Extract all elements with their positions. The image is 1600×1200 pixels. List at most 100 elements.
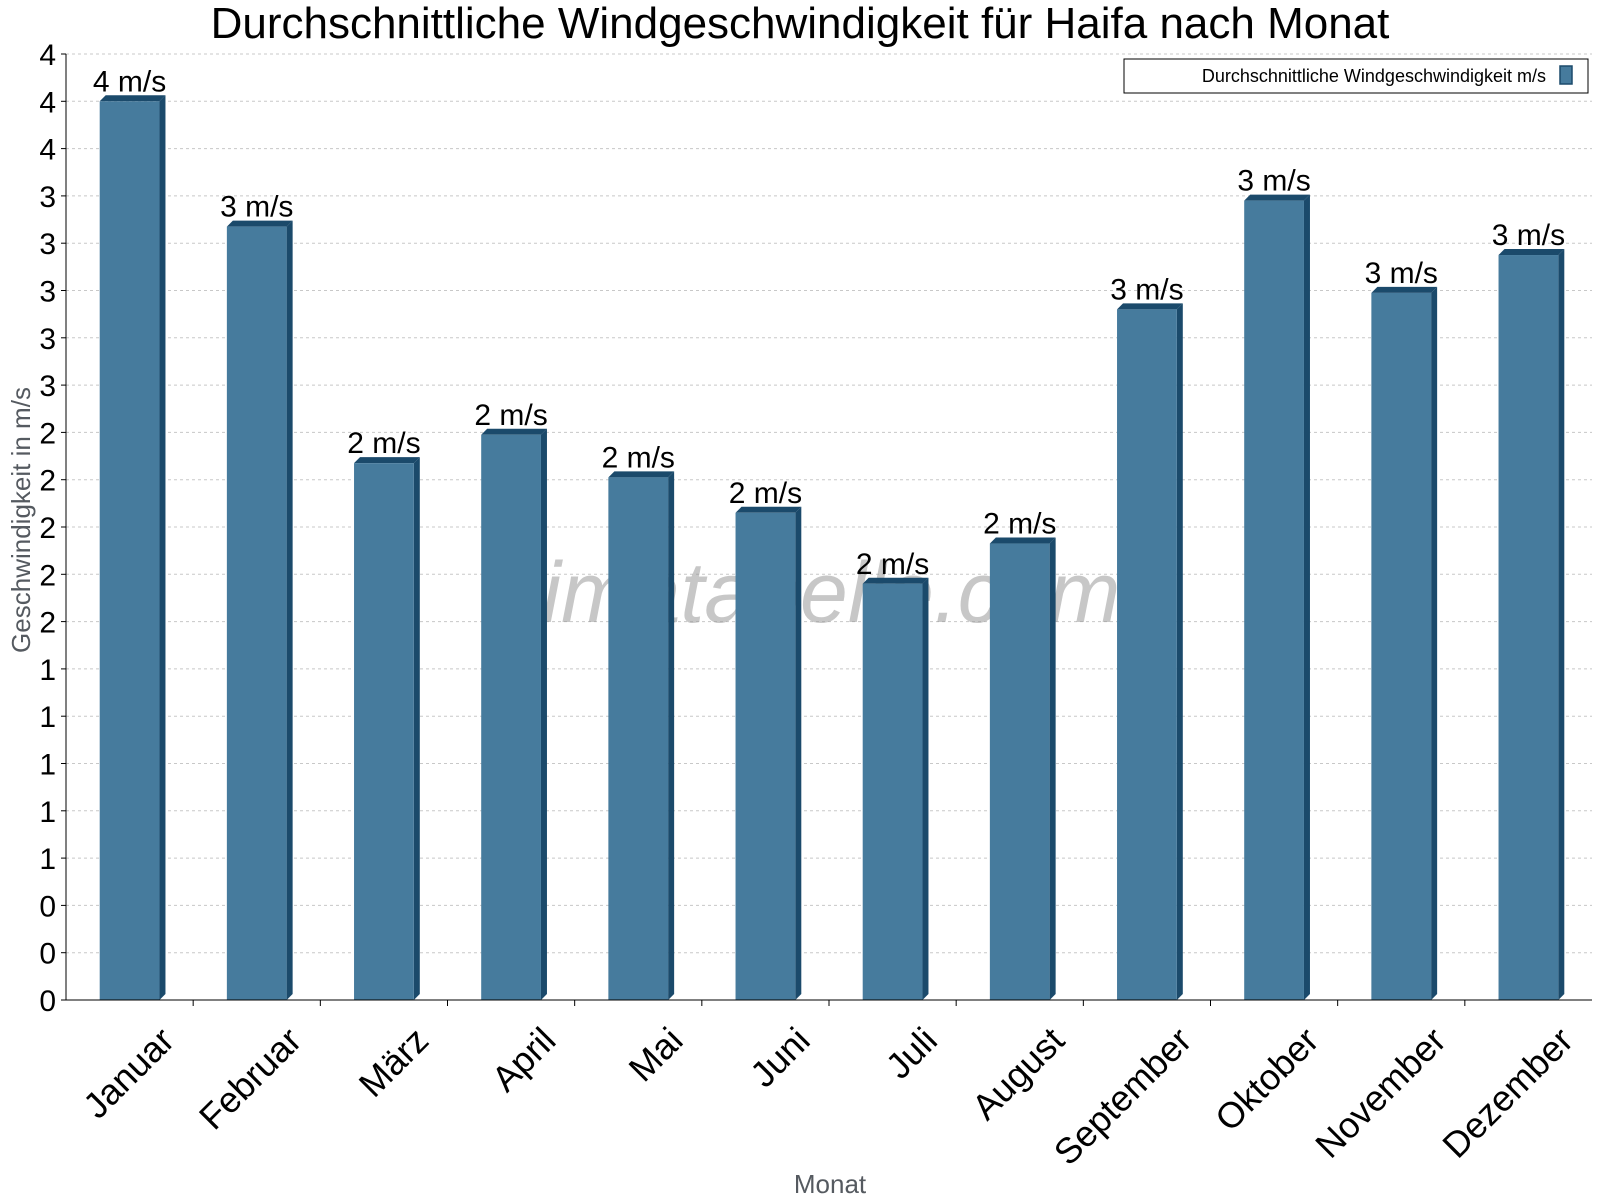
bar: [1371, 286, 1438, 1000]
x-tick-label: April: [483, 1019, 563, 1099]
bar-front: [481, 434, 541, 1000]
bar-side: [540, 428, 547, 1000]
x-tick-labels: Januar Februar März April Mai Juni Juli AugustS…: [75, 1019, 1581, 1173]
x-tick-label: September: [1046, 1019, 1200, 1173]
bar: [862, 577, 929, 1000]
y-tick-label: 2: [39, 417, 56, 450]
data-label: 3 m/s: [220, 191, 293, 224]
data-label: 2 m/s: [602, 441, 675, 474]
data-label: 2 m/s: [983, 508, 1056, 541]
bar-top: [735, 506, 802, 513]
data-label: 2 m/s: [856, 548, 929, 581]
bar-side: [1176, 303, 1183, 1000]
bar-side: [286, 220, 293, 1000]
data-label: 2 m/s: [474, 399, 547, 432]
y-tick-label: 1: [39, 701, 56, 734]
data-label: 3 m/s: [1237, 165, 1310, 198]
y-tick-label: 1: [39, 796, 56, 829]
bar: [481, 428, 547, 1000]
x-tick-label: März: [351, 1019, 437, 1105]
x-tick-label: Dezember: [1434, 1019, 1580, 1165]
bar: [99, 95, 166, 1001]
bar-top: [989, 537, 1056, 544]
bar: [1498, 249, 1565, 1000]
x-tick-label: Februar: [191, 1019, 309, 1137]
legend: Durchschnittliche Windgeschwindigkeit m/…: [1123, 58, 1589, 94]
bar-top: [481, 428, 547, 435]
bar-front: [862, 583, 923, 1000]
y-tick-label: 0: [39, 938, 56, 971]
data-label: 2 m/s: [729, 477, 802, 510]
y-tick-label: 3: [39, 228, 56, 261]
y-tick-label: 4: [39, 39, 56, 72]
bar: [735, 506, 802, 1000]
y-tick-label: 2: [39, 607, 56, 640]
y-tick-labels: 0 0 0 1 1 1 1 1 2 2 2 2 2 3 3 3 3 3 4 4 4: [39, 39, 56, 1018]
x-axis-title: Monat: [794, 1169, 867, 1199]
y-tick-label: 1: [39, 749, 56, 782]
bar-side: [1303, 194, 1310, 1000]
y-tick-label: 2: [39, 465, 56, 498]
bar-side: [1049, 537, 1056, 1000]
bar-front: [1371, 292, 1432, 1000]
bar: [1117, 303, 1183, 1000]
legend-label: Durchschnittliche Windgeschwindigkeit m/…: [1202, 66, 1546, 86]
bar-front: [735, 512, 796, 1000]
bar-top: [99, 95, 166, 102]
bar-front: [1117, 309, 1177, 1000]
bar-top: [354, 457, 420, 464]
bars: [99, 95, 1565, 1001]
bar-front: [1244, 200, 1304, 1000]
bar-top: [1117, 303, 1183, 310]
y-tick-label: 3: [39, 276, 56, 309]
y-tick-label: 4: [39, 86, 56, 119]
bar-side: [413, 457, 420, 1000]
x-tick-label: Juni: [742, 1019, 818, 1095]
bar-side: [922, 577, 929, 1000]
bar-front: [226, 226, 287, 1000]
x-tick-label: Januar: [75, 1019, 182, 1126]
bar-top: [1371, 286, 1438, 293]
bar-front: [1498, 255, 1559, 1000]
data-label: 4 m/s: [93, 65, 166, 98]
bar: [989, 537, 1056, 1000]
bar: [1244, 194, 1310, 1000]
y-tick-label: 0: [39, 890, 56, 923]
bar-front: [608, 477, 669, 1001]
axes: [61, 53, 1592, 1006]
data-labels: 4 m/s 3 m/s 2 m/s 2 m/s 2 m/s 2 m/s 2 m/s 2 m/s…: [93, 65, 1565, 580]
data-label: 3 m/s: [1365, 257, 1438, 290]
bar-front: [989, 543, 1050, 1000]
bar-top: [1244, 194, 1310, 201]
bar: [608, 471, 675, 1001]
y-tick-label: 1: [39, 654, 56, 687]
data-label: 3 m/s: [1110, 273, 1183, 306]
data-label: 3 m/s: [1492, 219, 1565, 252]
y-tick-label: 2: [39, 512, 56, 545]
legend-swatch: [1559, 65, 1573, 85]
y-tick-label: 3: [39, 181, 56, 214]
x-tick-label: November: [1307, 1019, 1453, 1165]
y-tick-label: 0: [39, 985, 56, 1018]
bar-side: [1558, 249, 1565, 1000]
x-tick-label: August: [964, 1019, 1072, 1127]
x-tick-label: Oktober: [1207, 1019, 1327, 1139]
x-tick-label: Juli: [878, 1019, 945, 1086]
bar-top: [1498, 249, 1565, 256]
bar: [354, 457, 420, 1000]
y-tick-label: 3: [39, 370, 56, 403]
x-tick-label: Mai: [621, 1019, 691, 1089]
gridlines: [66, 53, 1592, 954]
bar-side: [795, 506, 802, 1000]
y-tick-label: 2: [39, 559, 56, 592]
chart-title: Durchschnittliche Windgeschwindigkeit fü…: [211, 0, 1390, 48]
y-axis-title: Geschwindigkeit in m/s: [6, 387, 36, 653]
bar-side: [159, 95, 166, 1001]
bar-front: [99, 101, 160, 1001]
y-tick-label: 4: [39, 134, 56, 167]
bar-top: [608, 471, 675, 478]
legend-box: [1123, 58, 1589, 94]
data-label: 2 m/s: [347, 427, 420, 460]
bar-front: [354, 463, 414, 1000]
